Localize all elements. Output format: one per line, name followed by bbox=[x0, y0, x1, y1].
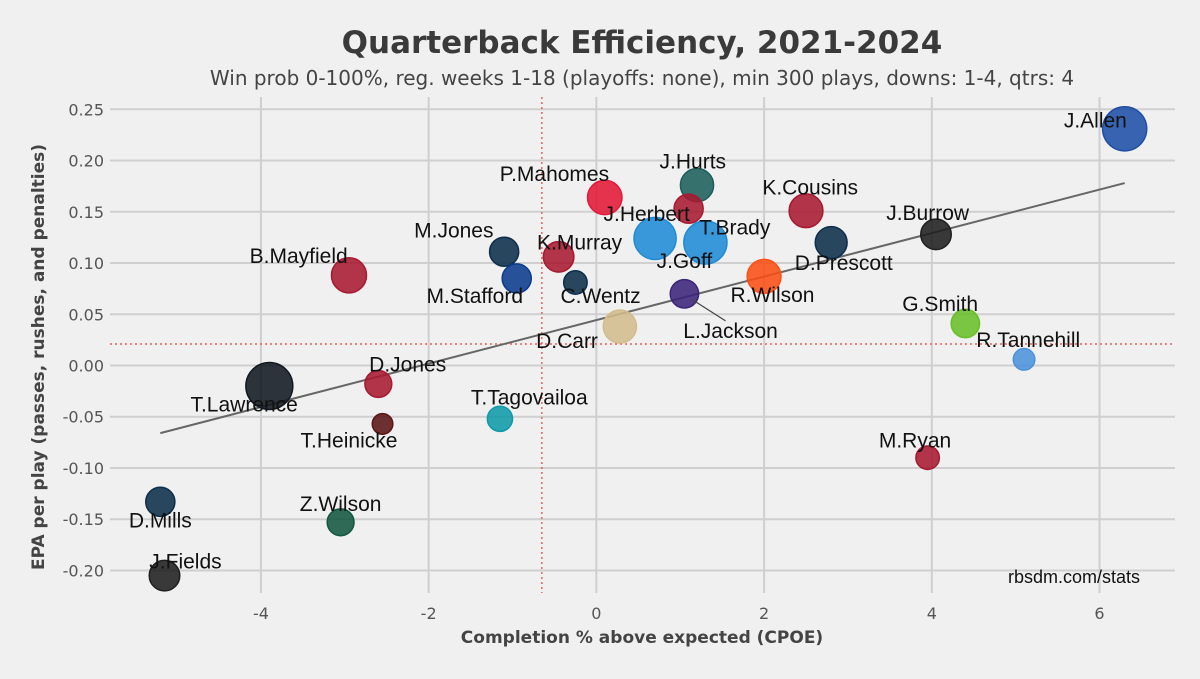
y-tick-label: 0.15 bbox=[68, 203, 104, 222]
y-axis-ticks: 0.25 0.20 0.15 0.10 0.05 0.00 -0.05 -0.10 -0.15 -… bbox=[63, 100, 104, 580]
y-tick-label: 0.25 bbox=[68, 100, 104, 119]
qb-label-d-carr: D.Carr bbox=[536, 330, 598, 353]
x-tick-label: -4 bbox=[253, 604, 269, 623]
qb-point-j-herbert bbox=[673, 193, 704, 224]
qb-point-t-tagovailoa bbox=[486, 405, 514, 433]
qb-labels: J.Allen J.Hurts P.Mahomes K.Cousins J.Herber… bbox=[129, 110, 1127, 574]
qb-label-j-burrow: J.Burrow bbox=[886, 202, 970, 225]
qb-point-j-allen bbox=[1101, 105, 1148, 152]
x-tick-label: 6 bbox=[1094, 604, 1104, 623]
qb-label-p-mahomes: P.Mahomes bbox=[500, 163, 609, 186]
y-tick-label: 0.20 bbox=[68, 152, 104, 171]
qb-label-r-wilson: R.Wilson bbox=[730, 284, 814, 307]
qb-label-z-wilson: Z.Wilson bbox=[300, 493, 382, 516]
qb-point-t-lawrence bbox=[245, 361, 294, 411]
chart-title: Quarterback Efficiency, 2021-2024 bbox=[342, 25, 943, 61]
qb-label-j-herbert: J.Herbert bbox=[604, 203, 691, 226]
qb-label-t-lawrence: T.Lawrence bbox=[190, 394, 297, 417]
y-tick-label: -0.10 bbox=[63, 459, 104, 478]
qb-label-l-jackson: L.Jackson bbox=[683, 320, 778, 343]
qb-point-m-jones bbox=[488, 236, 520, 268]
x-tick-label: 0 bbox=[591, 604, 601, 623]
qb-label-d-mills: D.Mills bbox=[129, 509, 192, 532]
qb-label-m-jones: M.Jones bbox=[414, 219, 493, 242]
qb-point-r-wilson bbox=[746, 258, 782, 294]
y-tick-label: 0.05 bbox=[68, 305, 104, 324]
y-tick-label: -0.15 bbox=[63, 510, 104, 529]
qb-label-c-wentz: C.Wentz bbox=[561, 285, 641, 308]
qb-label-t-heinicke: T.Heinicke bbox=[301, 429, 398, 452]
qb-label-j-fields: J.Fields bbox=[149, 550, 221, 573]
qb-point-j-fields bbox=[148, 559, 181, 592]
qb-label-d-jones: D.Jones bbox=[369, 354, 446, 377]
qb-label-t-brady: T.Brady bbox=[699, 216, 771, 239]
qb-point-d-jones bbox=[364, 369, 393, 399]
chart-subtitle: Win prob 0-100%, reg. weeks 1-18 (playof… bbox=[210, 66, 1074, 90]
y-axis-label: EPA per play (passes, rushes, and penalt… bbox=[29, 144, 49, 570]
qb-label-k-murray: K.Murray bbox=[537, 232, 623, 255]
qb-label-b-mayfield: B.Mayfield bbox=[250, 245, 348, 268]
y-tick-label: 0.00 bbox=[68, 356, 104, 375]
qb-label-j-goff: J.Goff bbox=[657, 250, 713, 273]
x-tick-label: -2 bbox=[421, 604, 437, 623]
qb-point-p-mahomes bbox=[586, 179, 623, 216]
qb-point-j-burrow bbox=[919, 218, 953, 251]
x-tick-label: 2 bbox=[759, 604, 769, 623]
qb-label-m-ryan: M.Ryan bbox=[879, 429, 951, 452]
trend-line-group bbox=[160, 182, 1125, 435]
y-tick-label: -0.20 bbox=[63, 561, 104, 580]
x-tick-label: 4 bbox=[927, 604, 937, 623]
label-connector-line bbox=[692, 299, 726, 322]
qb-point-d-prescott bbox=[814, 225, 848, 260]
trend-line bbox=[160, 182, 1125, 435]
qb-point-m-stafford bbox=[501, 263, 533, 294]
qb-point-d-carr bbox=[602, 309, 638, 344]
x-axis-ticks: -4 -2 0 2 4 6 bbox=[253, 604, 1105, 623]
qb-label-t-tagovailoa: T.Tagovailoa bbox=[471, 386, 588, 409]
qb-point-j-herbert-team bbox=[633, 216, 677, 261]
qb-point-z-wilson bbox=[326, 508, 355, 537]
qb-point-c-wentz bbox=[562, 270, 588, 295]
qb-label-d-prescott: D.Prescott bbox=[795, 252, 893, 275]
qb-label-j-allen: J.Allen bbox=[1064, 110, 1127, 133]
qb-point-k-cousins bbox=[788, 193, 824, 229]
qb-label-g-smith: G.Smith bbox=[902, 293, 978, 316]
qb-points bbox=[145, 105, 1148, 592]
y-tick-label: 0.10 bbox=[68, 254, 104, 273]
source-note: rbsdm.com/stats bbox=[1008, 567, 1140, 587]
qb-label-j-hurts: J.Hurts bbox=[660, 151, 727, 174]
qb-point-d-mills bbox=[145, 486, 176, 518]
qb-point-b-mayfield bbox=[330, 257, 368, 294]
grid-lines bbox=[110, 97, 1175, 593]
qb-point-g-smith bbox=[950, 308, 981, 339]
qb-point-m-ryan bbox=[915, 445, 941, 471]
qb-point-t-brady bbox=[683, 220, 728, 265]
qb-point-r-tannehill bbox=[1012, 347, 1036, 371]
qb-label-m-stafford: M.Stafford bbox=[427, 285, 524, 308]
qb-label-k-cousins: K.Cousins bbox=[762, 176, 858, 199]
qb-point-k-murray bbox=[542, 240, 575, 273]
x-axis-label: Completion % above expected (CPOE) bbox=[461, 628, 823, 648]
qb-point-j-goff bbox=[669, 278, 700, 309]
qb-label-r-tannehill: R.Tannehill bbox=[976, 329, 1080, 352]
y-tick-label: -0.05 bbox=[63, 408, 104, 427]
qb-point-t-heinicke bbox=[371, 412, 394, 435]
